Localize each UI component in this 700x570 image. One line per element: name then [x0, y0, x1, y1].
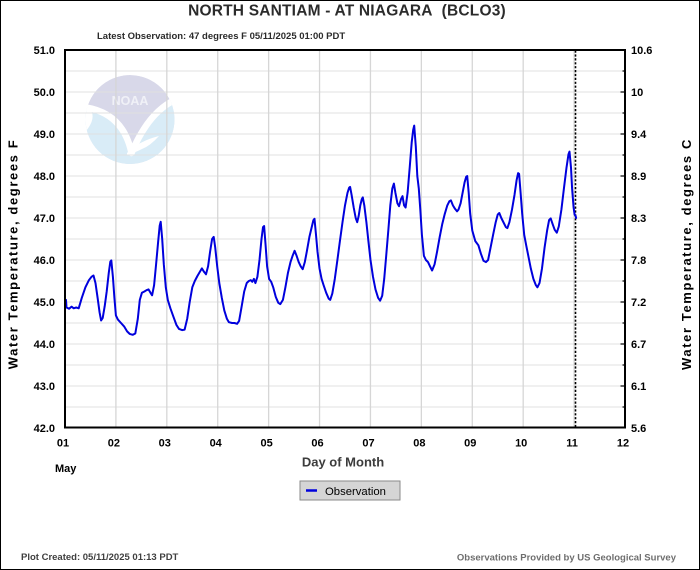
svg-text:6.1: 6.1: [631, 381, 646, 393]
svg-text:07: 07: [362, 438, 374, 450]
svg-text:10: 10: [631, 87, 643, 99]
svg-text:NORTH SANTIAM - AT NIAGARA (B: NORTH SANTIAM - AT NIAGARA (BCLO3): [188, 3, 506, 20]
svg-text:10: 10: [515, 438, 527, 450]
svg-text:9.4: 9.4: [631, 129, 647, 141]
svg-text:02: 02: [108, 438, 120, 450]
svg-text:7.2: 7.2: [631, 297, 646, 309]
svg-text:Latest Observation: 47 degrees: Latest Observation: 47 degrees F 05/11/2…: [97, 31, 345, 42]
svg-text:Day of Month: Day of Month: [302, 455, 384, 470]
svg-text:44.0: 44.0: [34, 339, 55, 351]
svg-text:49.0: 49.0: [34, 129, 55, 141]
svg-text:06: 06: [311, 438, 323, 450]
svg-text:08: 08: [413, 438, 425, 450]
svg-text:Water Temperature, degrees F: Water Temperature, degrees F: [6, 139, 21, 369]
svg-text:47.0: 47.0: [34, 213, 55, 225]
svg-text:46.0: 46.0: [34, 255, 55, 267]
svg-text:Water Temperature, degrees C: Water Temperature, degrees C: [679, 138, 694, 370]
svg-text:5.6: 5.6: [631, 423, 646, 435]
svg-text:48.0: 48.0: [34, 171, 55, 183]
svg-text:6.7: 6.7: [631, 339, 646, 351]
svg-text:Observations Provided by US Ge: Observations Provided by US Geological S…: [457, 553, 677, 564]
svg-text:NOAA: NOAA: [112, 94, 149, 108]
svg-text:03: 03: [159, 438, 171, 450]
svg-text:10.6: 10.6: [631, 45, 652, 57]
svg-text:04: 04: [210, 438, 223, 450]
svg-text:51.0: 51.0: [34, 45, 55, 57]
svg-text:11: 11: [566, 438, 578, 450]
svg-text:42.0: 42.0: [34, 423, 55, 435]
svg-text:12: 12: [617, 438, 629, 450]
svg-text:Observation: Observation: [325, 486, 386, 498]
svg-text:43.0: 43.0: [34, 381, 55, 393]
svg-text:01: 01: [57, 438, 69, 450]
svg-text:8.3: 8.3: [631, 213, 646, 225]
svg-text:09: 09: [464, 438, 476, 450]
svg-text:7.8: 7.8: [631, 255, 646, 267]
svg-text:45.0: 45.0: [34, 297, 55, 309]
svg-text:50.0: 50.0: [34, 87, 55, 99]
svg-text:8.9: 8.9: [631, 171, 646, 183]
svg-text:Plot Created: 05/11/2025 01:13: Plot Created: 05/11/2025 01:13 PDT: [21, 552, 179, 563]
svg-text:May: May: [55, 463, 77, 475]
svg-text:05: 05: [260, 438, 272, 450]
